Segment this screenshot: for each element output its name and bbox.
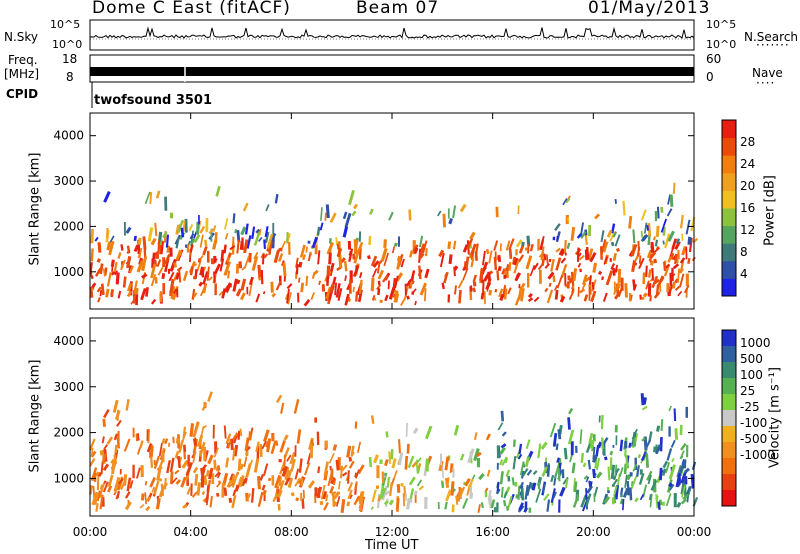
power-colorbar-tick: 16 bbox=[740, 201, 755, 215]
velocity-ytick-label: 1000 bbox=[53, 471, 84, 485]
velocity-ytick-label: 2000 bbox=[53, 426, 84, 440]
power-colorbar-segment bbox=[722, 225, 736, 244]
velocity-colorbar-tick: 100 bbox=[740, 368, 763, 382]
power-colorbar-tick: 8 bbox=[740, 245, 748, 259]
power-scatter bbox=[89, 182, 699, 307]
freq-unit: [MHz] bbox=[4, 67, 40, 81]
nsky-tick-top: 10^5 bbox=[50, 18, 81, 31]
power-colorbar-segment bbox=[722, 172, 736, 191]
velocity-colorbar-segment bbox=[722, 426, 736, 443]
power-colorbar-segment bbox=[722, 243, 736, 262]
time-tick-label: 12:00 bbox=[375, 525, 410, 539]
velocity-colorbar-tick: -1000 bbox=[740, 448, 775, 462]
power-ytick-label: 4000 bbox=[53, 129, 84, 143]
freq-tick-top: 18 bbox=[62, 52, 78, 66]
station-title: Dome C East (fitACF) bbox=[92, 0, 291, 18]
nsearch-tick-top: 10^5 bbox=[706, 18, 737, 31]
power-colorbar-tick: 28 bbox=[740, 135, 755, 149]
cpid-label: CPID bbox=[6, 87, 39, 101]
velocity-colorbar-tick: -100 bbox=[740, 416, 767, 430]
power-colorbar-frame bbox=[721, 119, 737, 297]
nsearch-tick-bottom: 10^0 bbox=[706, 38, 737, 51]
power-colorbar-tick: 20 bbox=[740, 179, 755, 193]
velocity-colorbar-segment bbox=[722, 442, 736, 459]
freq-label: Freq. bbox=[8, 53, 38, 67]
velocity-colorbar-tick: -500 bbox=[740, 432, 767, 446]
velocity-colorbar-tick: 500 bbox=[740, 352, 763, 366]
time-tick-label: 04:00 bbox=[173, 525, 208, 539]
power-colorbar-segment bbox=[722, 278, 736, 297]
velocity-colorbar-segment bbox=[722, 394, 736, 411]
power-colorbar-tick: 12 bbox=[740, 223, 755, 237]
velocity-colorbar-tick: -25 bbox=[740, 400, 760, 414]
power-colorbar-tick: 4 bbox=[740, 267, 748, 281]
beam-title: Beam 07 bbox=[356, 0, 440, 18]
nsearch-label: N.Search bbox=[744, 30, 799, 44]
velocity-ylabel: Slant Range [km] bbox=[27, 359, 43, 473]
velocity-colorbar-segment bbox=[722, 458, 736, 475]
power-ytick-label: 3000 bbox=[53, 174, 84, 188]
date-title: 01/May/2013 bbox=[588, 0, 711, 18]
nave-tick-bottom: 0 bbox=[706, 70, 714, 84]
freq-tick-bottom: 8 bbox=[66, 70, 74, 84]
power-colorbar-segment bbox=[722, 260, 736, 279]
nsky-trace bbox=[89, 26, 695, 39]
nsearch-dots: ······· bbox=[756, 38, 790, 52]
velocity-colorbar-frame bbox=[721, 329, 737, 507]
cpid-program: twofsound 3501 bbox=[94, 93, 213, 108]
nave-label: Nave bbox=[752, 66, 783, 80]
velocity-colorbar-segment bbox=[722, 490, 736, 507]
velocity-colorbar-segment bbox=[722, 362, 736, 379]
nave-dots: ···· bbox=[756, 76, 776, 90]
nsky-tick-bottom: 10^0 bbox=[52, 38, 83, 51]
time-tick-label: 08:00 bbox=[274, 525, 309, 539]
time-tick-label: 20:00 bbox=[576, 525, 611, 539]
velocity-ytick-label: 3000 bbox=[53, 380, 84, 394]
nsky-label: N.Sky bbox=[4, 30, 39, 44]
velocity-ytick-label: 4000 bbox=[53, 334, 84, 348]
velocity-colorbar-segment bbox=[722, 410, 736, 427]
power-ytick-label: 1000 bbox=[53, 265, 84, 279]
velocity-colorbar-label: Velocity [m s⁻¹] bbox=[767, 367, 783, 468]
velocity-colorbar-tick: 25 bbox=[740, 384, 755, 398]
time-axis-label: Time UT bbox=[365, 538, 419, 553]
power-ylabel: Slant Range [km] bbox=[27, 152, 43, 266]
power-colorbar-segment bbox=[722, 120, 736, 139]
velocity-colorbar-segment bbox=[722, 346, 736, 363]
time-tick-label: 00:00 bbox=[677, 525, 712, 539]
power-colorbar-segment bbox=[722, 190, 736, 209]
power-colorbar-label: Power [dB] bbox=[762, 175, 778, 246]
power-ytick-label: 2000 bbox=[53, 219, 84, 233]
power-colorbar-segment bbox=[722, 137, 736, 156]
power-colorbar-tick: 24 bbox=[740, 157, 755, 171]
velocity-colorbar-tick: 1000 bbox=[740, 336, 771, 350]
freq-trace bbox=[90, 67, 694, 76]
velocity-scatter bbox=[88, 391, 699, 513]
power-colorbar-segment bbox=[722, 208, 736, 227]
velocity-colorbar-segment bbox=[722, 474, 736, 491]
velocity-colorbar-segment bbox=[722, 378, 736, 395]
nave-tick-top: 60 bbox=[706, 52, 722, 66]
nsky-panel bbox=[89, 19, 695, 51]
power-colorbar-segment bbox=[722, 155, 736, 174]
time-tick-label: 16:00 bbox=[475, 525, 510, 539]
time-tick-label: 00:00 bbox=[73, 525, 108, 539]
velocity-colorbar-segment bbox=[722, 330, 736, 347]
